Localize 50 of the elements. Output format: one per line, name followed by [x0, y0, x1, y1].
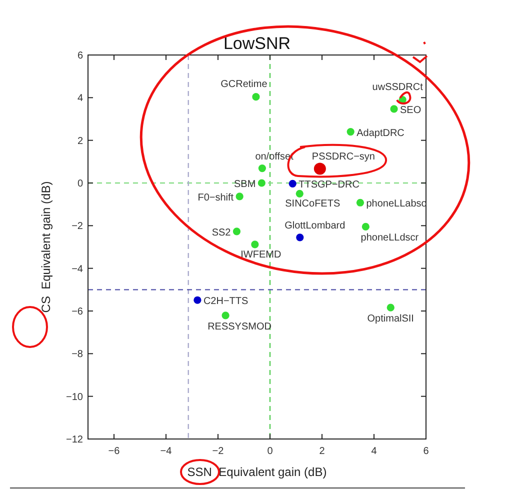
point: [232, 228, 241, 236]
y-tick-label: −8: [72, 349, 84, 360]
y-tick-label: −2: [72, 221, 84, 232]
point: [362, 222, 370, 231]
annotation: phoneLLdscr: [360, 232, 420, 244]
y-axis-title: CS Equivalent gain (dB): [39, 181, 53, 313]
x-tick-label: 4: [371, 446, 378, 457]
point: [194, 296, 202, 304]
point: [386, 304, 394, 312]
annotation: GCRetime: [220, 78, 268, 90]
annotation: C2H−TTS: [203, 296, 249, 308]
annotation: GlottLombard: [284, 220, 346, 232]
point: [346, 128, 354, 136]
x-tick-label: 0: [267, 446, 274, 457]
annotation: TTSGP−DRC: [298, 180, 360, 191]
y-tick-label: −4: [72, 264, 84, 275]
annotation: SEO: [400, 104, 422, 116]
x-tick-label: −2: [212, 446, 224, 457]
y-tick-label: −10: [66, 392, 84, 403]
point: [288, 180, 296, 188]
point: [251, 240, 259, 248]
annotation: OptimalSII: [367, 314, 414, 325]
y-tick-label: 0: [77, 178, 84, 190]
point: [258, 164, 266, 172]
y-tick-label: 4: [77, 93, 84, 104]
annotation: SINCoFETS: [285, 198, 340, 210]
x-tick-label: −4: [160, 446, 172, 457]
annotation: PSSDRC−syn: [312, 152, 375, 163]
chart-title: LowSNR: [223, 34, 291, 53]
x-tick-label: −6: [108, 446, 120, 457]
y-tick-label: −6: [72, 306, 84, 318]
point: [296, 190, 304, 198]
point: [252, 93, 260, 101]
y-tick-label: −12: [66, 434, 84, 446]
x-tick-label: 2: [319, 446, 326, 457]
point: [356, 198, 364, 206]
y-tick-label: 6: [77, 50, 84, 62]
point: [222, 312, 230, 320]
x-tick-label: 6: [423, 446, 430, 457]
point: [314, 162, 326, 175]
annotation: uwSSDRCt: [372, 82, 424, 93]
y-tick-label: 2: [77, 136, 84, 147]
annotation: SS2: [212, 227, 232, 238]
point: [296, 234, 304, 242]
point: [390, 105, 398, 113]
annotation: AdaptDRC: [356, 128, 404, 139]
point: [258, 179, 266, 187]
x-axis-title: SSN Equivalent gain (dB): [187, 465, 327, 479]
point: [236, 192, 244, 200]
annotation: F0−shift: [198, 192, 234, 204]
